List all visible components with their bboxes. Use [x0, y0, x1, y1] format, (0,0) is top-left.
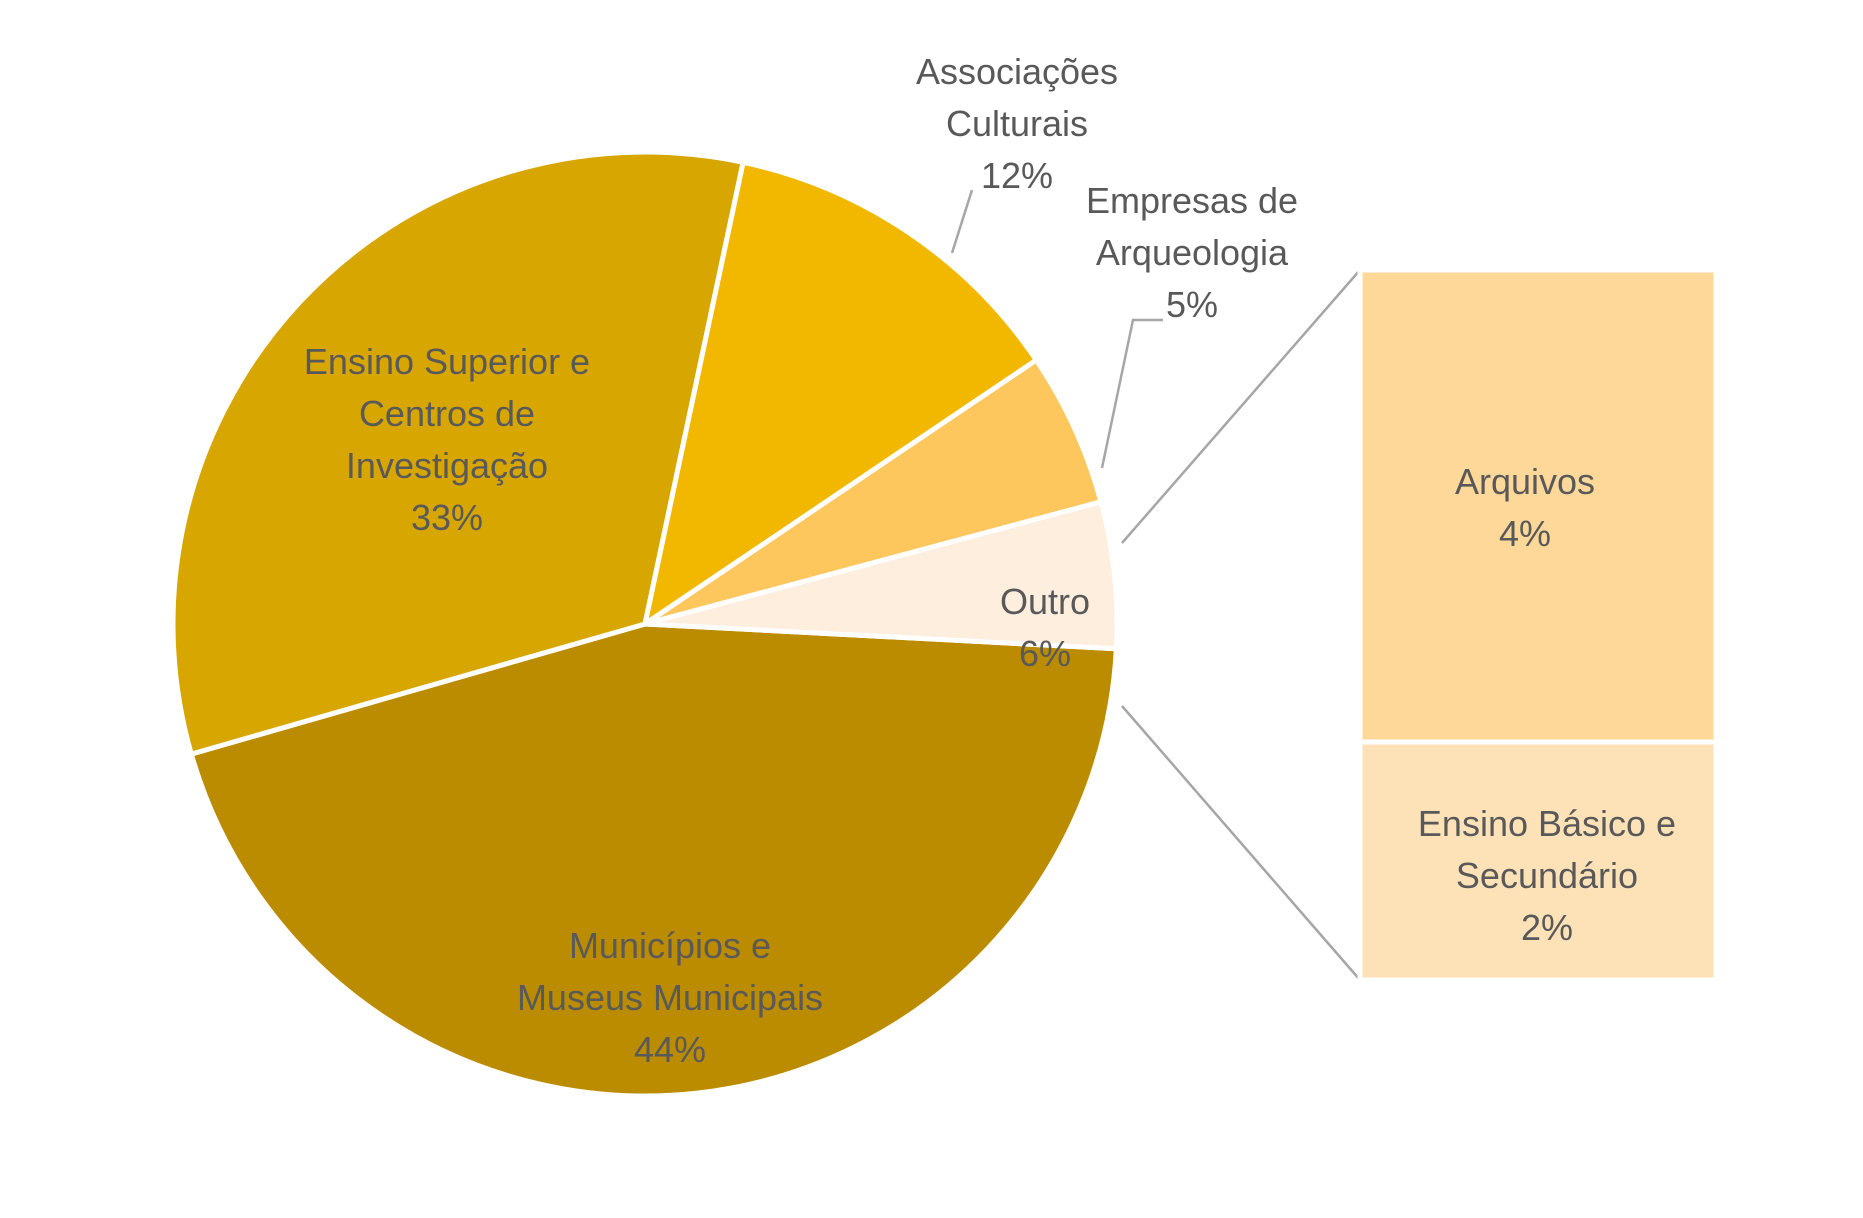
data-label-outro: Outro 6%	[1000, 581, 1090, 674]
data-label-text: Investigação	[346, 445, 548, 486]
data-label-text: Museus Municipais	[517, 977, 823, 1018]
leader-lines	[950, 189, 1361, 981]
data-label-text: Municípios e	[569, 925, 771, 966]
data-label-text: Outro	[1000, 581, 1090, 622]
data-label-text: Arquivos	[1455, 461, 1595, 502]
pie-slice-associacoes	[642, 159, 1039, 627]
data-label-value: 6%	[1019, 633, 1071, 674]
data-label-text: Empresas de	[1086, 180, 1298, 221]
connector-line-bottom	[1121, 705, 1361, 981]
data-label-associacoes: Associações Culturais 12%	[916, 51, 1118, 196]
pie-slice-municipios-e	[188, 621, 1119, 1099]
pie-slice-outro	[642, 499, 1120, 652]
data-label-text: Ensino Básico e	[1418, 803, 1676, 844]
data-label-text: Secundário	[1456, 855, 1638, 896]
data-label-ensino-basico-e: Ensino Básico e Secundário 2%	[1418, 803, 1676, 948]
data-label-municipios-e: Municípios e Museus Municipais 44%	[517, 925, 823, 1070]
data-label-text: Ensino Superior e	[304, 341, 590, 382]
pie-slice-ensino-superior-e	[170, 149, 746, 757]
pie-slices	[170, 149, 1120, 1099]
data-label-value: 33%	[411, 497, 483, 538]
data-label-value: 4%	[1499, 513, 1551, 554]
bar-segment-ensino-basico-e	[1357, 739, 1719, 983]
data-label-value: 12%	[981, 155, 1053, 196]
data-label-text: Centros de	[359, 393, 535, 434]
data-label-ensino-superior-e: Ensino Superior e Centros de Investigação 3…	[304, 341, 590, 538]
bar-segment-arquivos	[1357, 267, 1719, 745]
leader-line-associacoes	[950, 189, 974, 254]
data-label-value: 5%	[1166, 284, 1218, 325]
leader-line-empresas	[1100, 318, 1163, 469]
data-label-text: Associações	[916, 51, 1118, 92]
data-labels: Municípios e Museus Municipais 44% Ensino S…	[304, 51, 1676, 1070]
pie-slice-empresas-de	[642, 357, 1104, 627]
breakdown-bar	[1357, 267, 1719, 983]
data-label-text: Arqueologia	[1096, 232, 1289, 273]
data-label-arquivos: Arquivos 4%	[1455, 461, 1595, 554]
data-label-empresas-de: Empresas de Arqueologia 5%	[1086, 180, 1298, 325]
data-label-value: 2%	[1521, 907, 1573, 948]
connector-line-top	[1121, 269, 1361, 544]
data-label-value: 44%	[634, 1029, 706, 1070]
data-label-text: Culturais	[946, 103, 1088, 144]
